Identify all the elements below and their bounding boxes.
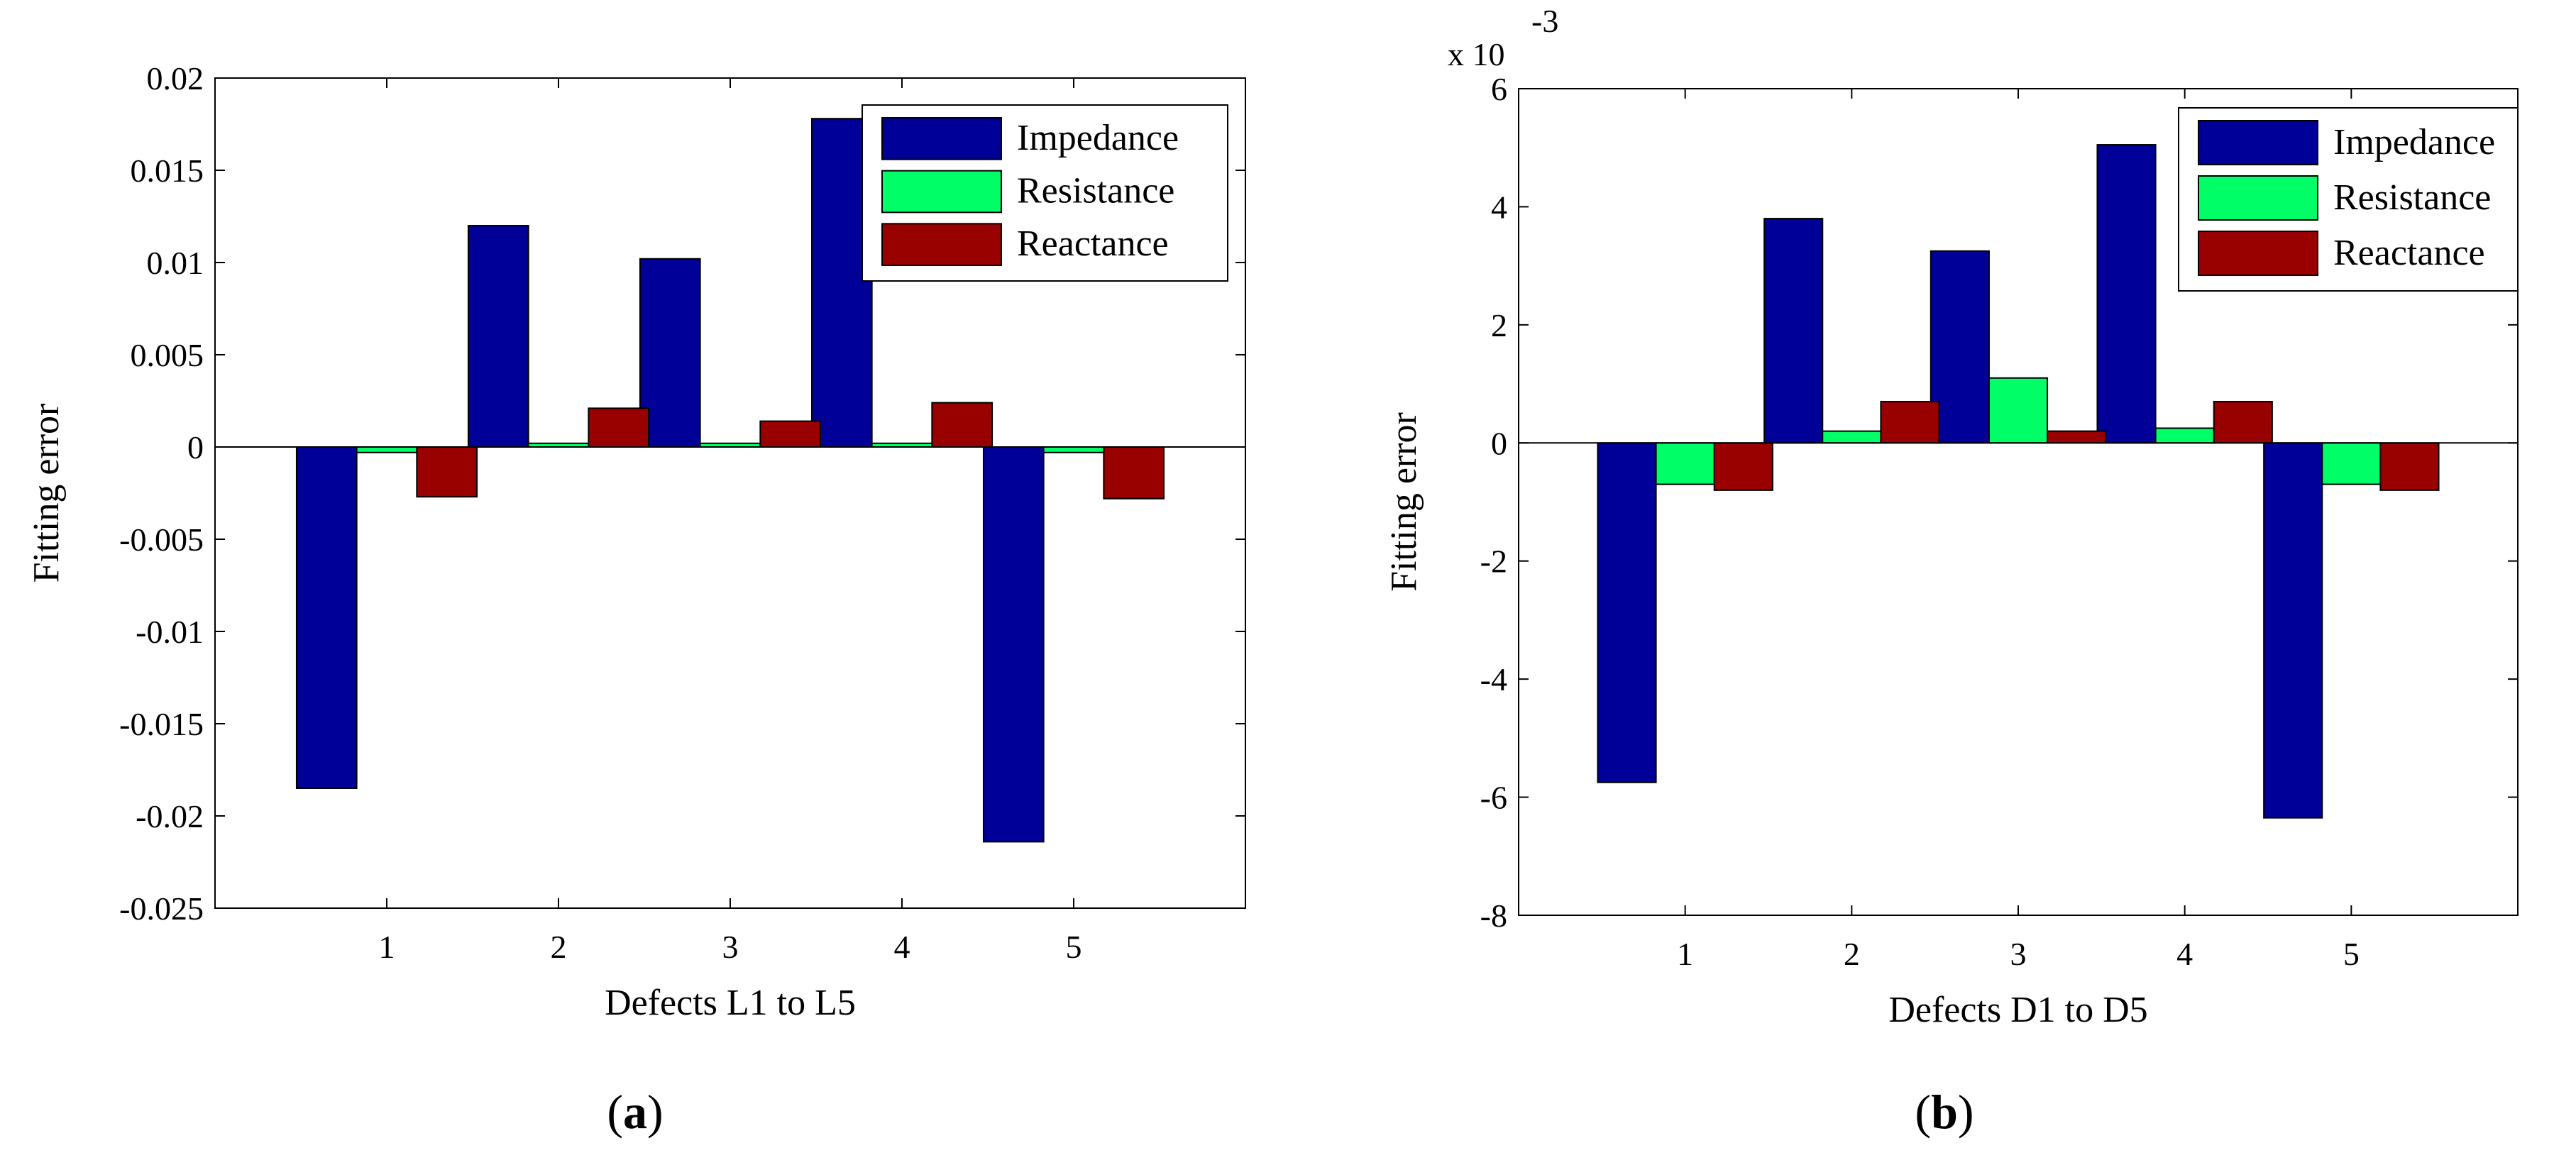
y-tick-label: 0.02	[147, 60, 204, 96]
y-tick-label: -0.005	[119, 521, 204, 558]
x-tick-label: 4	[894, 929, 910, 965]
axis-multiplier: x 10	[1448, 36, 1505, 72]
bar-resistance-1	[356, 446, 418, 453]
y-tick-label: -0.025	[119, 890, 204, 927]
x-tick-label: 1	[379, 929, 395, 965]
chart-panel-a: 0.02 0.015 0.01 0.005 0 -0.005 -0.01 -0.015 -0.0…	[26, 60, 1246, 1139]
legend-swatch-resistance	[2198, 175, 2318, 221]
bar-impedance-4	[2096, 144, 2157, 444]
y-tick-label: -6	[1480, 780, 1507, 816]
subfigure-paren-close: )	[1958, 1085, 1974, 1139]
x-tick-label: 1	[1677, 936, 1693, 972]
subfigure-paren-close: )	[647, 1085, 664, 1139]
legend-swatch-resistance	[881, 170, 1002, 214]
bar-impedance-5	[982, 446, 1045, 843]
y-tick-label: -0.02	[136, 798, 204, 834]
legend-swatch-impedance	[2198, 120, 2318, 165]
legend-label-impedance: Impedance	[1017, 118, 1179, 158]
y-tick-label: 0.01	[147, 245, 204, 281]
bar-impedance-1	[295, 446, 358, 789]
legend-label-reactance: Reactance	[2333, 233, 2485, 273]
bar-reactance-5	[1103, 446, 1165, 499]
bar-reactance-5	[2379, 442, 2440, 491]
bar-impedance-3	[639, 258, 701, 448]
legend-swatch-impedance	[881, 117, 1002, 160]
bar-reactance-1	[1713, 442, 1773, 491]
bar-reactance-3	[759, 420, 822, 448]
y-tick-label: 2	[1491, 307, 1507, 343]
legend-label-resistance: Resistance	[1017, 170, 1174, 211]
bar-impedance-2	[1763, 218, 1824, 444]
bar-reactance-1	[416, 446, 478, 498]
subfigure-label: (b)	[1915, 1085, 1974, 1139]
y-tick-label: 0	[1491, 425, 1507, 461]
bar-resistance-4	[2154, 427, 2215, 444]
bar-impedance-5	[2263, 442, 2323, 819]
legend-label-resistance: Resistance	[2333, 177, 2491, 218]
chart-panel-b: 6 4 2 0 -2 -4 -6 -8 1 2 3 4 5 Defects D1 to D5 Fitting…	[1384, 3, 2519, 1139]
subfigure-paren-open: (	[607, 1085, 623, 1139]
y-tick-label: 0.005	[131, 337, 204, 373]
bar-reactance-4	[931, 402, 993, 448]
axis-multiplier-exponent: -3	[1531, 3, 1558, 39]
legend-label-impedance: Impedance	[2333, 122, 2495, 162]
bar-resistance-1	[1655, 442, 1715, 485]
bar-resistance-3	[1988, 377, 2049, 444]
legend-swatch-reactance	[2198, 231, 2318, 276]
x-tick-label: 5	[1066, 929, 1082, 965]
bar-impedance-1	[1597, 442, 1657, 783]
x-tick-label: 5	[2343, 936, 2360, 972]
subfigure-label: (a)	[607, 1085, 663, 1139]
legend-label-reactance: Reactance	[1017, 223, 1169, 264]
y-axis-label: Fitting error	[1384, 412, 1424, 592]
y-tick-label: 6	[1491, 71, 1507, 107]
bar-reactance-4	[2213, 401, 2273, 444]
bar-resistance-5	[1042, 446, 1105, 453]
x-tick-label: 3	[2010, 936, 2027, 972]
x-tick-label: 4	[2176, 936, 2193, 972]
bar-reactance-2	[588, 407, 650, 448]
y-axis-label: Fitting error	[26, 404, 67, 583]
legend-swatch-reactance	[881, 223, 1002, 267]
bar-reactance-2	[1880, 401, 1940, 444]
bar-resistance-2	[1822, 430, 1882, 444]
bar-resistance-5	[2321, 442, 2382, 485]
bar-impedance-3	[1930, 250, 1990, 444]
x-tick-label: 2	[551, 929, 567, 965]
y-tick-label: 4	[1491, 189, 1507, 225]
x-tick-label: 3	[722, 929, 739, 965]
y-tick-label: -4	[1480, 661, 1507, 697]
bar-reactance-3	[2047, 430, 2107, 444]
subfigure-letter: b	[1931, 1085, 1958, 1139]
y-tick-label: -0.015	[119, 706, 204, 742]
x-tick-label: 2	[1844, 936, 1860, 972]
y-tick-label: -2	[1480, 543, 1507, 580]
bar-impedance-2	[467, 225, 529, 448]
y-tick-label: 0	[187, 429, 204, 465]
subfigure-letter: a	[623, 1085, 647, 1139]
x-axis-label: Defects L1 to L5	[605, 983, 856, 1023]
y-tick-label: -8	[1480, 898, 1507, 934]
subfigure-paren-open: (	[1915, 1085, 1931, 1139]
y-tick-label: 0.015	[131, 153, 204, 189]
x-axis-label: Defects D1 to D5	[1888, 990, 2147, 1030]
y-tick-label: -0.01	[136, 614, 204, 650]
